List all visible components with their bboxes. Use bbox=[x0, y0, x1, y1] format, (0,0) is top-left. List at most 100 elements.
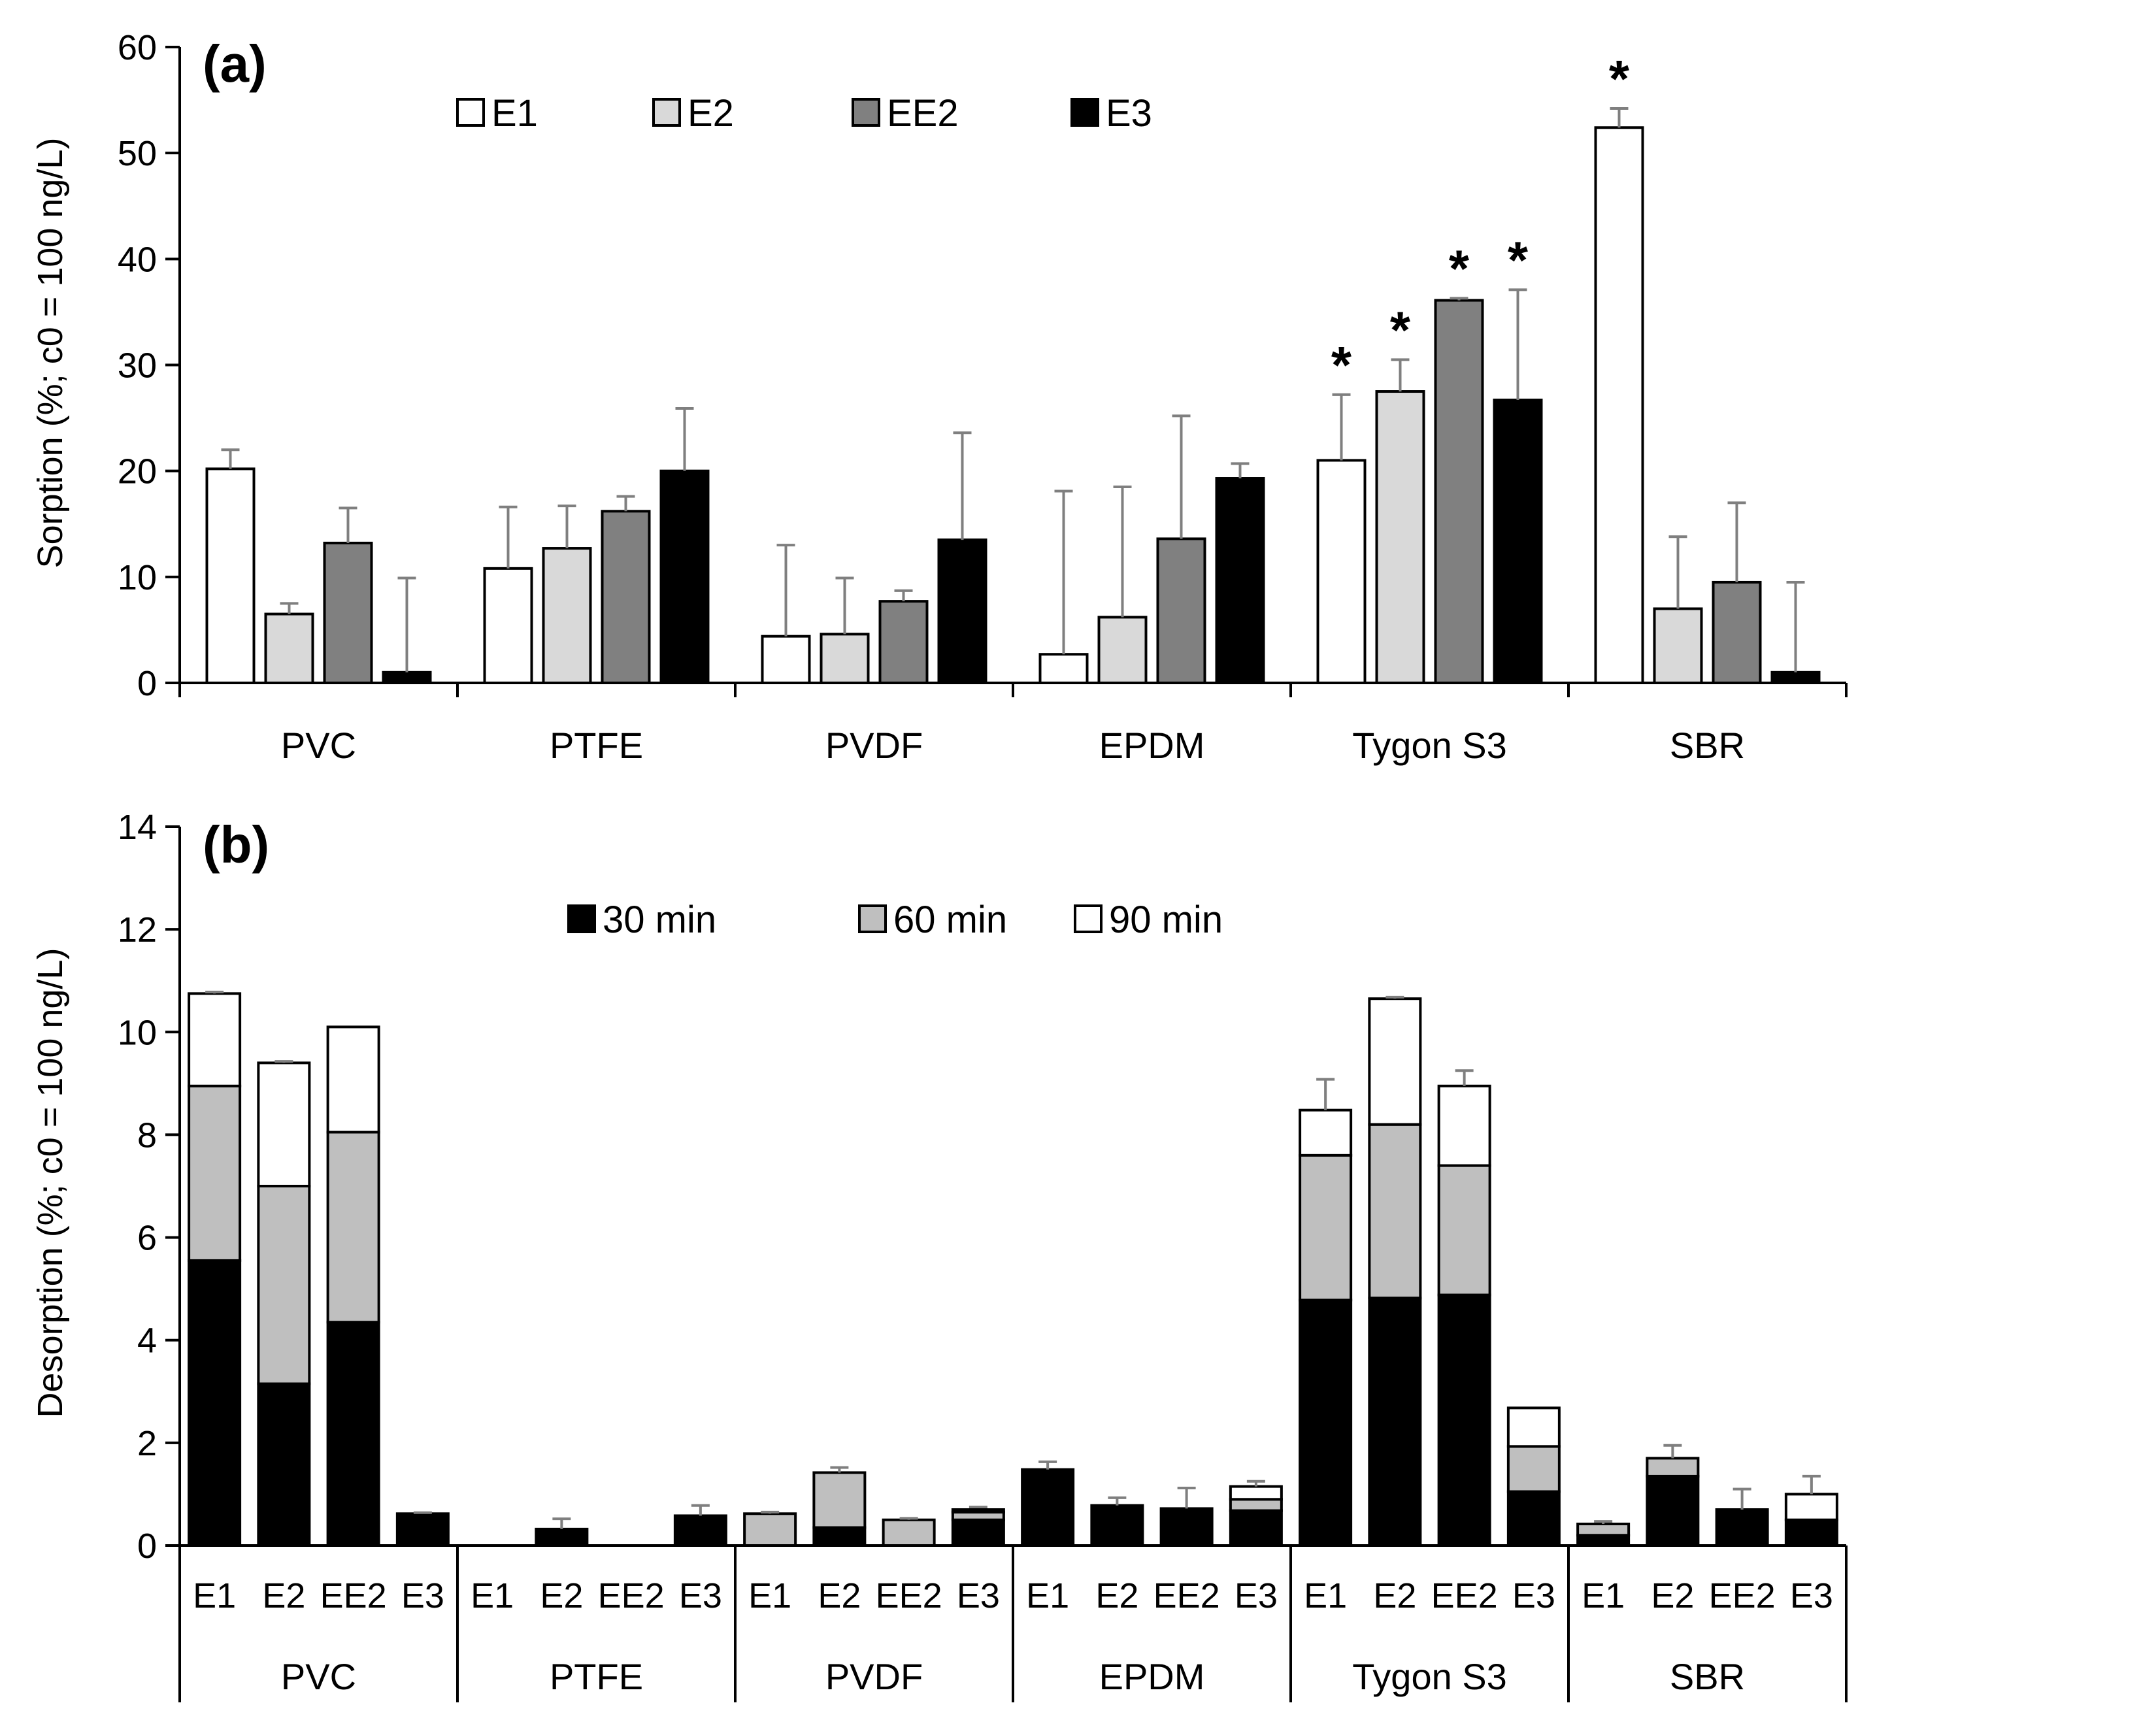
y-tick-label: 0 bbox=[137, 664, 157, 703]
subcategory-label: EE2 bbox=[1431, 1576, 1498, 1615]
stacked-bar-segment bbox=[326, 1131, 380, 1324]
stacked-bar-segment bbox=[1506, 1490, 1561, 1547]
bar bbox=[1594, 126, 1644, 685]
subcategory-label: E2 bbox=[1651, 1576, 1694, 1615]
stacked-bar-segment bbox=[1506, 1406, 1561, 1448]
stacked-bar-segment bbox=[535, 1527, 589, 1547]
stacked-bar-segment bbox=[951, 1508, 1005, 1513]
stacked-bar-segment bbox=[1229, 1485, 1283, 1501]
bar bbox=[1493, 399, 1543, 684]
stacked-bar-segment bbox=[1437, 1084, 1491, 1167]
panel-a-category-labels: PVC PTFE PVDF EPDM Tygon S3 SBR bbox=[281, 725, 1745, 766]
subcategory-label: E3 bbox=[1512, 1576, 1555, 1615]
stacked-bar-segment bbox=[257, 1061, 311, 1188]
group-label: PVC bbox=[281, 1656, 356, 1697]
stacked-bar-segment bbox=[1368, 997, 1422, 1126]
y-tick-label: 2 bbox=[137, 1424, 157, 1463]
y-tick-label: 12 bbox=[118, 910, 157, 950]
legend-label: EE2 bbox=[887, 92, 959, 135]
y-tick-label: 0 bbox=[137, 1527, 157, 1566]
bar bbox=[205, 467, 256, 684]
panel-a-y-ticks: 0 10 20 30 40 50 60 bbox=[118, 28, 180, 703]
legend-label: 90 min bbox=[1109, 899, 1223, 941]
subcategory-label: E1 bbox=[1582, 1576, 1625, 1615]
category-label: SBR bbox=[1670, 725, 1745, 766]
panel-b-y-axis-title: Desorption (%; c0 = 100 ng/L) bbox=[31, 948, 70, 1418]
category-label: PVDF bbox=[825, 725, 923, 766]
stacked-bar-segment bbox=[257, 1382, 311, 1547]
legend-swatch bbox=[1070, 98, 1099, 127]
bar bbox=[820, 633, 870, 684]
subcategory-label: EE2 bbox=[1709, 1576, 1776, 1615]
subcategory-label: E3 bbox=[957, 1576, 1000, 1615]
category-label: EPDM bbox=[1099, 725, 1205, 766]
subcategory-label: E3 bbox=[679, 1576, 722, 1615]
panel-b-legend: 30 min 60 min 90 min bbox=[567, 899, 1223, 941]
y-tick-label: 8 bbox=[137, 1116, 157, 1155]
stacked-bar-segment bbox=[812, 1526, 867, 1547]
panel-b-bars bbox=[188, 991, 1838, 1547]
group-label: PTFE bbox=[550, 1656, 643, 1697]
stacked-bar-segment bbox=[1437, 1293, 1491, 1547]
bar bbox=[1215, 477, 1265, 684]
stacked-bar-segment bbox=[673, 1514, 727, 1547]
bar bbox=[1712, 580, 1762, 684]
panel-a-axes bbox=[178, 47, 1848, 697]
bar bbox=[761, 635, 811, 684]
bar bbox=[937, 538, 987, 685]
panel-a-legend: E1 E2 EE2 E3 bbox=[456, 92, 1152, 135]
bar bbox=[1434, 299, 1484, 685]
bar bbox=[1316, 459, 1367, 684]
y-tick-label: 14 bbox=[118, 808, 157, 847]
panel-b-category-labels: PVC E1 E2 EE2 E3 PTFE E1 E2 EE2 E3 PVDF E1 E2 EE2 E3 EP… bbox=[193, 1576, 1833, 1697]
significance-star: * bbox=[1331, 336, 1352, 394]
legend-label: 30 min bbox=[603, 899, 716, 941]
bar bbox=[1653, 607, 1703, 685]
legend-swatch bbox=[456, 98, 485, 127]
stacked-bar-segment bbox=[326, 1025, 380, 1134]
stacked-bar-segment bbox=[951, 1518, 1005, 1547]
stacked-bar-segment bbox=[1437, 1164, 1491, 1297]
panel-b-label: (b) bbox=[203, 816, 269, 874]
subcategory-label: EE2 bbox=[1153, 1576, 1220, 1615]
stacked-bar-segment bbox=[257, 1185, 311, 1385]
bar bbox=[659, 469, 710, 685]
legend-swatch bbox=[652, 98, 681, 127]
stacked-bar-segment bbox=[1646, 1474, 1700, 1547]
bar bbox=[542, 547, 592, 684]
subcategory-label: EE2 bbox=[876, 1576, 942, 1615]
subcategory-label: EE2 bbox=[320, 1576, 387, 1615]
stacked-bar-segment bbox=[1576, 1534, 1631, 1547]
y-tick-label: 40 bbox=[118, 240, 157, 279]
legend-label: 60 min bbox=[893, 899, 1007, 941]
category-label: Tygon S3 bbox=[1352, 725, 1507, 766]
stacked-bar-segment bbox=[188, 1259, 242, 1547]
significance-star: * bbox=[1449, 239, 1470, 297]
stacked-bar-segment bbox=[1021, 1468, 1075, 1547]
stacked-bar-segment bbox=[1784, 1518, 1838, 1547]
stacked-bar-segment bbox=[1646, 1457, 1700, 1478]
stacked-bar-segment bbox=[188, 992, 242, 1087]
subcategory-label: E3 bbox=[1235, 1576, 1278, 1615]
y-tick-label: 60 bbox=[118, 28, 157, 67]
subcategory-label: E1 bbox=[748, 1576, 791, 1615]
stacked-bar-segment bbox=[1229, 1498, 1283, 1512]
legend-label: E3 bbox=[1106, 92, 1152, 135]
subcategory-label: E2 bbox=[1373, 1576, 1416, 1615]
stacked-bar-segment bbox=[395, 1512, 450, 1547]
y-tick-label: 4 bbox=[137, 1321, 157, 1361]
y-tick-label: 10 bbox=[118, 1013, 157, 1052]
stacked-bar-segment bbox=[188, 1084, 242, 1262]
panel-b-desorption: (b) Desorption (%; c0 = 100 ng/L) 0 2 4 6 8 1… bbox=[31, 808, 1848, 1702]
category-label: PVC bbox=[281, 725, 356, 766]
significance-star: * bbox=[1508, 231, 1529, 289]
subcategory-label: EE2 bbox=[598, 1576, 665, 1615]
bar bbox=[382, 670, 432, 684]
subcategory-label: E1 bbox=[1304, 1576, 1347, 1615]
group-label: EPDM bbox=[1099, 1656, 1205, 1697]
subcategory-label: E3 bbox=[1790, 1576, 1833, 1615]
stacked-bar-segment bbox=[1784, 1493, 1838, 1521]
stacked-bar-segment bbox=[1159, 1507, 1214, 1547]
subcategory-label: E2 bbox=[1095, 1576, 1138, 1615]
